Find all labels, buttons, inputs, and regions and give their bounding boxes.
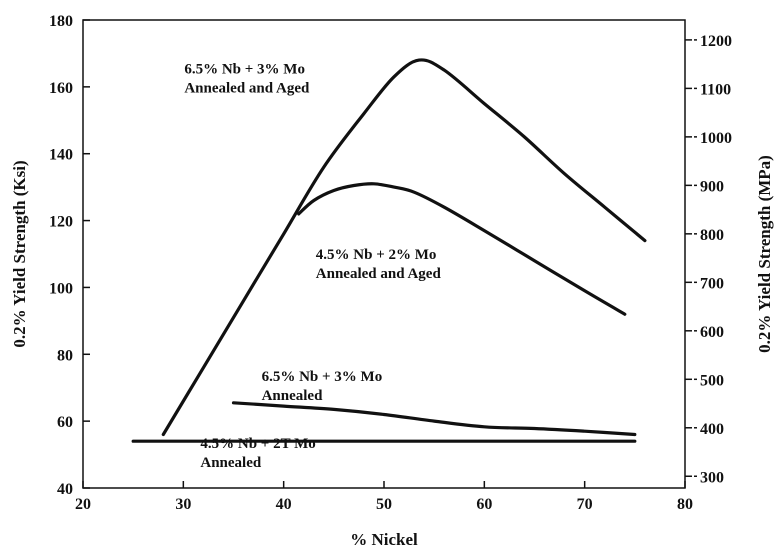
y-right-tick-label: 900 (700, 178, 724, 195)
annotation-label-line1: 6.5% Nb + 3% Mo (262, 369, 383, 385)
y-right-tick-label: 1100 (700, 81, 731, 98)
x-axis-ticks: 20 30 40 50 60 70 80 (75, 481, 693, 513)
y-axis-left-ticks: 40 60 80 100 120 140 160 180 (49, 13, 90, 498)
x-tick-label: 40 (276, 496, 292, 513)
x-tick-label: 50 (376, 496, 392, 513)
y-right-tick-label: 400 (700, 421, 724, 438)
y-tick-label: 160 (49, 80, 73, 97)
y-right-tick-label: 300 (700, 469, 724, 486)
x-tick-label: 70 (577, 496, 593, 513)
series-line-2 (297, 182, 627, 316)
y-tick-label: 140 (49, 147, 73, 164)
y-tick-label: 180 (49, 13, 73, 30)
y-tick-label: 120 (49, 214, 73, 231)
y-right-tick-label: 1200 (700, 33, 732, 50)
y-axis-right-title: 0.2% Yield Strength (MPa) (755, 155, 774, 353)
x-tick-label: 30 (175, 496, 191, 513)
annotation-label-line2: Annealed (262, 388, 324, 404)
y-right-tick-label: 700 (700, 275, 724, 292)
y-tick-label: 80 (57, 347, 73, 364)
x-tick-label: 60 (476, 496, 492, 513)
y-tick-label: 100 (49, 280, 73, 297)
y-right-tick-label: 1000 (700, 130, 732, 147)
y-axis-left-title: 0.2% Yield Strength (Ksi) (10, 160, 29, 347)
y-axis-right-ticks: 300 400 500 600 700 800 900 1000 1100 1200 (685, 33, 732, 486)
y-right-tick-label: 600 (700, 324, 724, 341)
y-tick-label: 60 (57, 414, 73, 431)
x-tick-label: 80 (677, 496, 693, 513)
annotation-label-line2: Annealed and Aged (184, 80, 310, 96)
x-axis-title: % Nickel (350, 530, 418, 549)
annotation-label-line1: 4.5% Nb + 2% Mo (316, 247, 437, 263)
annotation-label-line1: 4.5% Nb + 2T Mo (200, 436, 315, 452)
y-tick-label: 40 (57, 481, 73, 498)
series-line-3 (231, 401, 637, 437)
y-right-tick-label: 800 (700, 227, 724, 244)
x-tick-label: 20 (75, 496, 91, 513)
y-right-tick-label: 500 (700, 372, 724, 389)
series-group (131, 58, 647, 443)
annotation-label-line2: Annealed (200, 455, 262, 471)
annotations-group: 6.5% Nb + 3% Mo Annealed and Aged 4.5% Nb … (184, 61, 441, 470)
annotation-label-line2: Annealed and Aged (316, 266, 442, 282)
annotation-label-line1: 6.5% Nb + 3% Mo (184, 61, 305, 77)
series-line-1 (161, 58, 647, 437)
